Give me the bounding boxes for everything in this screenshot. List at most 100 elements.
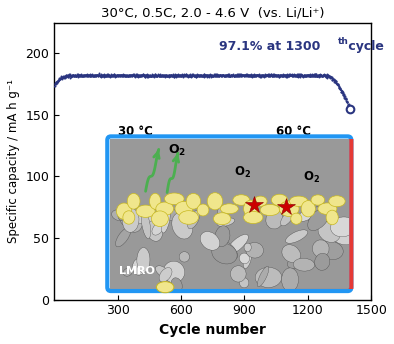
Point: [174, 73, 180, 78]
Point: [160, 73, 167, 79]
Point: [323, 74, 330, 79]
Point: [188, 73, 195, 78]
Point: [85, 72, 91, 78]
Point: [195, 72, 201, 77]
Point: [212, 73, 219, 78]
Point: [84, 73, 90, 79]
Point: [131, 73, 137, 78]
Point: [338, 87, 344, 93]
Point: [210, 73, 216, 79]
Point: [122, 72, 128, 78]
Point: [294, 74, 301, 79]
Point: [331, 79, 338, 84]
Point: [128, 73, 134, 78]
Point: [249, 72, 256, 78]
Point: [304, 73, 310, 78]
Point: [257, 74, 264, 79]
Point: [320, 72, 327, 77]
Point: [217, 72, 223, 77]
Point: [74, 73, 81, 78]
Point: [84, 73, 90, 78]
Point: [154, 72, 161, 78]
Point: [141, 73, 148, 79]
Point: [71, 73, 78, 78]
Point: [190, 73, 197, 78]
Point: [67, 73, 73, 78]
Point: [284, 72, 290, 77]
Point: [52, 82, 58, 87]
Point: [140, 73, 147, 78]
Point: [184, 73, 190, 78]
Point: [208, 73, 215, 78]
Point: [99, 72, 105, 77]
Point: [316, 74, 323, 79]
Point: [157, 72, 164, 77]
Point: [185, 73, 191, 78]
Point: [190, 73, 196, 78]
Point: [279, 72, 286, 78]
Point: [125, 73, 131, 78]
Point: [158, 72, 164, 78]
Point: [111, 72, 117, 77]
Point: [108, 72, 114, 77]
Point: [80, 73, 86, 79]
Point: [121, 72, 127, 78]
Point: [279, 73, 285, 78]
Point: [273, 72, 279, 77]
Point: [251, 74, 257, 79]
Point: [96, 72, 102, 78]
Point: [119, 73, 125, 78]
Point: [277, 73, 283, 78]
Point: [316, 72, 323, 77]
Point: [137, 72, 143, 78]
Point: [335, 82, 341, 87]
Point: [318, 73, 324, 78]
Point: [287, 71, 294, 77]
Point: [336, 85, 342, 90]
Point: [310, 73, 316, 78]
Point: [115, 73, 122, 78]
Point: [335, 82, 341, 87]
Point: [210, 74, 216, 79]
Point: [228, 73, 234, 79]
Point: [285, 73, 292, 79]
Point: [203, 73, 209, 78]
Point: [313, 72, 319, 78]
Point: [309, 72, 316, 78]
Point: [177, 73, 183, 78]
Point: [176, 73, 182, 79]
Point: [170, 72, 177, 78]
Point: [247, 72, 254, 77]
Point: [88, 72, 95, 78]
Point: [258, 73, 265, 78]
Point: [267, 72, 273, 78]
Point: [99, 73, 106, 79]
Point: [80, 72, 87, 78]
Point: [125, 72, 132, 77]
Point: [126, 72, 132, 78]
Point: [146, 73, 152, 78]
Point: [311, 72, 317, 78]
Point: [306, 73, 312, 78]
Point: [72, 73, 78, 78]
Point: [91, 74, 98, 79]
Point: [129, 73, 136, 79]
Point: [162, 73, 168, 79]
Point: [340, 91, 346, 96]
Point: [296, 73, 303, 78]
Point: [244, 72, 251, 77]
Point: [105, 72, 112, 77]
Point: [190, 73, 196, 78]
Point: [52, 80, 58, 86]
Point: [95, 73, 101, 79]
Point: [57, 75, 63, 80]
Point: [110, 73, 116, 78]
Point: [76, 72, 83, 78]
Point: [106, 73, 112, 79]
Point: [89, 73, 95, 78]
Point: [169, 73, 175, 78]
Point: [58, 75, 64, 80]
Point: [202, 73, 208, 78]
Point: [230, 73, 237, 79]
Point: [265, 72, 271, 77]
